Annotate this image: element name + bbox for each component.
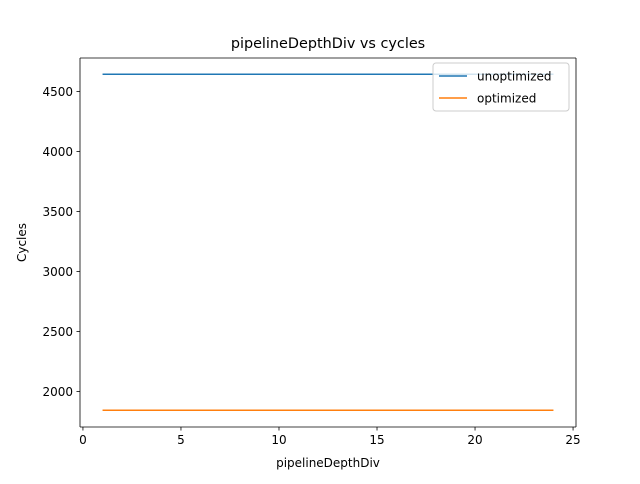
- x-axis-label: pipelineDepthDiv: [276, 456, 380, 470]
- y-tick-label: 2500: [42, 325, 73, 339]
- y-axis-label: Cycles: [15, 223, 29, 262]
- y-tick-label: 3500: [42, 205, 73, 219]
- legend-label-optimized: optimized: [477, 91, 536, 105]
- x-tick-label: 20: [467, 433, 482, 447]
- y-tick-label: 4500: [42, 85, 73, 99]
- legend: unoptimized optimized: [433, 63, 569, 111]
- x-tick-label: 25: [565, 433, 580, 447]
- y-tick-label: 2000: [42, 385, 73, 399]
- x-tick-label: 15: [369, 433, 384, 447]
- chart-title: pipelineDepthDiv vs cycles: [231, 36, 425, 52]
- x-tick-label: 0: [79, 433, 87, 447]
- x-tick-label: 5: [177, 433, 185, 447]
- plot-area: [80, 58, 576, 427]
- y-tick-label: 4000: [42, 145, 73, 159]
- y-tick-label: 3000: [42, 265, 73, 279]
- x-tick-label: 10: [271, 433, 286, 447]
- legend-label-unoptimized: unoptimized: [477, 69, 552, 83]
